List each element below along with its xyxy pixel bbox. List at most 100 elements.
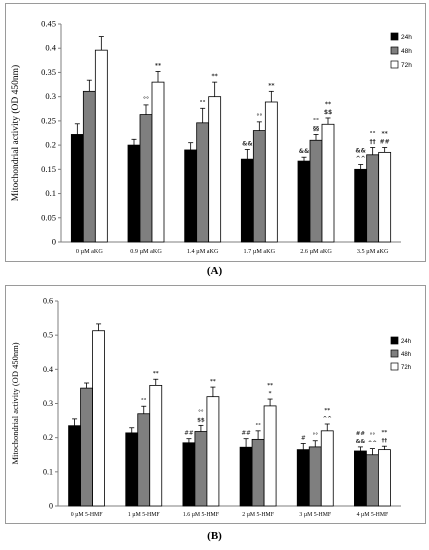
- y-tick-label: 0: [52, 237, 56, 247]
- bar-72h-4: [321, 123, 335, 243]
- significance-label: **: [267, 383, 273, 389]
- y-tick-label: 0: [49, 502, 53, 511]
- legend-swatch-24h: [390, 336, 399, 345]
- y-axis-label: Mitochondrial activity (OD 450nm): [10, 342, 20, 464]
- legend-label-24h: 24h: [401, 34, 412, 41]
- significance-label: ##: [380, 139, 390, 146]
- y-tick-label: 0.15: [41, 164, 56, 174]
- x-category-label: 1 µM 5-HMF: [128, 512, 160, 518]
- significance-label: &&: [299, 148, 309, 155]
- y-tick-label: 0.45: [41, 19, 56, 29]
- bar-24h-0: [68, 425, 81, 507]
- significance-label: &&: [355, 147, 365, 154]
- y-tick-label: 0.3: [45, 91, 56, 101]
- bar-48h-1: [139, 114, 153, 243]
- significance-label: **: [210, 379, 216, 385]
- y-tick-label: 0.3: [43, 399, 53, 408]
- bar-72h-5: [378, 449, 391, 507]
- bar-48h-4: [308, 446, 322, 507]
- significance-label: °°: [255, 423, 261, 429]
- significance-label: **: [212, 73, 219, 80]
- bar-24h-2: [184, 149, 198, 243]
- significance-label: $$: [324, 109, 332, 116]
- significance-label: **: [153, 371, 159, 377]
- x-category-label: 0 µM aKG: [76, 248, 103, 255]
- bar-72h-4: [320, 430, 334, 507]
- y-tick-label: 0.4: [43, 365, 53, 374]
- x-category-label: 2 µM 5-HMF: [242, 512, 274, 518]
- x-category-label: 2.6 µM aKG: [300, 248, 332, 255]
- significance-label: #: [301, 435, 306, 441]
- bar-72h-3: [263, 405, 277, 507]
- significance-label: °°: [370, 131, 376, 138]
- legend-swatch-72h: [390, 362, 399, 371]
- legend-label-72h: 72h: [401, 365, 411, 371]
- significance-label: °°: [200, 99, 206, 106]
- significance-label: °°: [313, 117, 319, 124]
- y-tick-label: 0.35: [41, 67, 56, 77]
- bar-24h-5: [354, 168, 368, 243]
- significance-label: °°: [141, 398, 147, 404]
- bar-48h-5: [366, 454, 379, 507]
- chart-panel-b: Mitochondrial activity (OD 450nm) 0 0.1 0.2…: [5, 285, 426, 524]
- significance-label: §§: [313, 125, 319, 132]
- y-tick-label: 0.1: [43, 467, 53, 476]
- significance-label: &&: [242, 140, 252, 147]
- x-category-label: 1.4 µM aKG: [187, 248, 219, 255]
- y-tick-label: 0.25: [41, 115, 56, 125]
- y-tick-label: 0.1: [45, 188, 56, 198]
- significance-label: $$: [197, 417, 205, 423]
- y-tick-label: 0.2: [45, 140, 56, 150]
- bar-72h-2: [206, 396, 220, 507]
- bar-48h-1: [137, 413, 151, 507]
- significance-label: &&: [356, 439, 366, 445]
- significance-label: °°: [143, 96, 149, 103]
- bar-24h-3: [239, 446, 253, 507]
- significance-label: **: [382, 430, 388, 436]
- x-category-label: 3 µM 5-HMF: [299, 512, 331, 518]
- x-category-label: 4 µM 5-HMF: [357, 512, 389, 518]
- bar-72h-2: [208, 96, 222, 243]
- bar-24h-3: [240, 158, 254, 243]
- x-category-label: 1.6 µM 5-HMF: [183, 512, 220, 518]
- chart-b: Mitochondrial activity (OD 450nm) 0 0.1 0.2…: [10, 297, 411, 519]
- bar-48h-2: [196, 122, 210, 243]
- chart-panel-a: Mitochondrial activity (OD 450nm) 0 0.05 0.…: [5, 3, 426, 262]
- bar-48h-0: [82, 90, 96, 243]
- significance-label: ††: [370, 139, 376, 146]
- significance-label: ##: [184, 431, 194, 437]
- significance-label: **: [268, 82, 275, 89]
- bar-72h-5: [378, 151, 392, 243]
- y-tick-label: 0.5: [43, 331, 53, 340]
- legend-label-48h: 48h: [401, 48, 412, 55]
- significance-label: ^^: [356, 155, 366, 162]
- significance-label: **: [324, 408, 330, 414]
- significance-label: **: [325, 101, 332, 108]
- significance-label: ^^: [323, 416, 333, 422]
- y-tick-label: 0.2: [43, 433, 53, 442]
- legend-swatch-48h: [390, 349, 399, 358]
- x-category-label: 0.9 µM aKG: [130, 248, 162, 255]
- x-category-label: 0 µM 5-HMF: [71, 512, 103, 518]
- significance-label: °°: [256, 113, 262, 120]
- significance-label: °°: [313, 433, 319, 439]
- x-category-label: 1.7 µM aKG: [244, 248, 276, 255]
- bar-48h-4: [309, 139, 323, 243]
- significance-label: °°: [198, 409, 204, 415]
- bar-72h-1: [149, 384, 163, 507]
- legend-swatch-48h: [390, 46, 399, 55]
- bar-48h-3: [252, 130, 266, 243]
- legend-label-24h: 24h: [401, 339, 411, 345]
- significance-label: **: [382, 131, 389, 138]
- bar-24h-4: [297, 160, 311, 243]
- caption-b: (B): [207, 530, 222, 542]
- significance-label: **: [155, 62, 162, 69]
- significance-label: ^^: [368, 441, 378, 447]
- bar-24h-4: [296, 449, 310, 507]
- bar-72h-3: [264, 101, 278, 243]
- bar-72h-1: [151, 81, 165, 243]
- x-category-label: 3.5 µM aKG: [357, 248, 389, 255]
- significance-label: *: [269, 391, 272, 397]
- bar-48h-2: [194, 431, 208, 507]
- bar-48h-0: [80, 387, 93, 507]
